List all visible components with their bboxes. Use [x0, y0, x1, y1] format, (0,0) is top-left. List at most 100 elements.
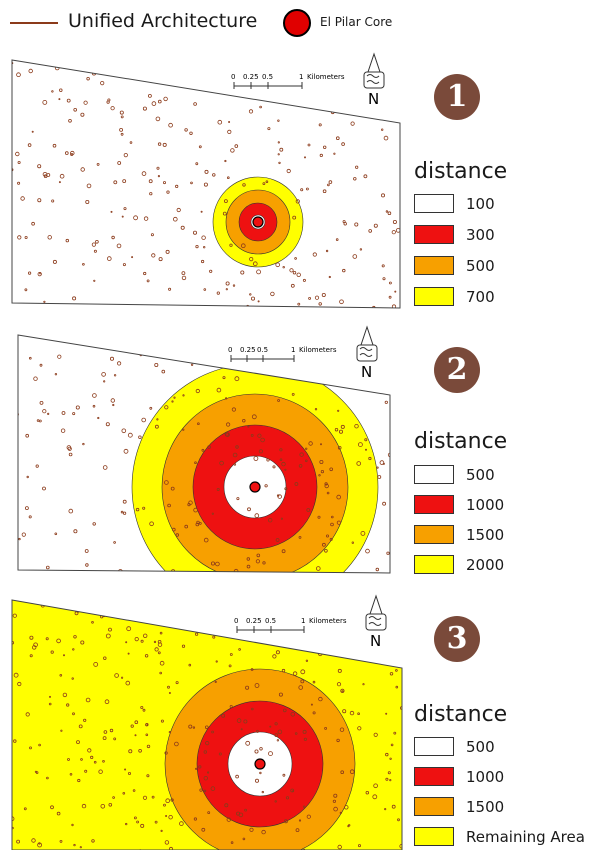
- architecture-feature: [117, 361, 122, 366]
- unified-architecture-label: Unified Architecture: [68, 10, 258, 32]
- architecture-feature: [219, 72, 224, 77]
- architecture-feature: [278, 581, 280, 583]
- architecture-feature: [327, 183, 330, 187]
- architecture-feature: [162, 181, 166, 185]
- architecture-feature: [147, 94, 152, 98]
- architecture-feature: [25, 433, 30, 438]
- architecture-feature: [238, 812, 244, 818]
- architecture-feature: [24, 235, 28, 239]
- architecture-feature: [59, 674, 63, 677]
- architecture-feature: [113, 737, 117, 741]
- architecture-feature: [12, 168, 14, 172]
- architecture-feature: [113, 541, 116, 544]
- architecture-feature: [16, 72, 21, 78]
- architecture-feature: [275, 538, 280, 542]
- architecture-feature: [283, 621, 287, 625]
- label-1000: 1000: [466, 768, 505, 786]
- architecture-feature: [119, 110, 124, 115]
- architecture-feature: [175, 681, 179, 685]
- architecture-feature: [155, 116, 161, 122]
- architecture-feature: [323, 145, 327, 149]
- architecture-feature: [222, 211, 227, 216]
- architecture-feature: [81, 803, 87, 809]
- architecture-feature: [381, 128, 384, 131]
- architecture-feature: [112, 796, 115, 799]
- architecture-feature: [391, 304, 397, 308]
- architecture-feature: [357, 442, 363, 447]
- architecture-feature: [240, 270, 245, 275]
- architecture-feature: [259, 771, 262, 775]
- architecture-feature: [229, 653, 233, 656]
- study-area-panel-1: [12, 60, 400, 308]
- architecture-feature: [80, 640, 85, 645]
- architecture-feature: [50, 650, 54, 654]
- architecture-feature: [376, 466, 379, 469]
- label-500: 500: [466, 738, 495, 756]
- architecture-feature: [372, 794, 378, 800]
- architecture-feature: [256, 553, 261, 558]
- architecture-feature: [276, 739, 280, 742]
- architecture-feature: [149, 406, 153, 410]
- swatch-500: [414, 737, 454, 756]
- architecture-feature: [125, 680, 131, 686]
- architecture-feature: [247, 507, 251, 512]
- architecture-feature: [149, 192, 153, 196]
- architecture-feature: [274, 733, 279, 738]
- architecture-feature: [73, 635, 77, 639]
- architecture-feature: [383, 135, 389, 141]
- architecture-feature: [169, 846, 173, 850]
- architecture-feature: [350, 60, 355, 61]
- architecture-feature: [28, 515, 32, 519]
- architecture-feature: [216, 291, 220, 295]
- architecture-feature: [398, 534, 400, 536]
- architecture-feature: [291, 611, 295, 615]
- architecture-feature: [154, 424, 159, 429]
- architecture-feature: [66, 445, 72, 450]
- swatch-100: [414, 194, 454, 213]
- architecture-feature: [93, 249, 97, 253]
- architecture-feature: [195, 162, 199, 166]
- architecture-feature: [368, 229, 373, 233]
- architecture-feature: [133, 816, 137, 820]
- architecture-feature: [292, 671, 298, 676]
- architecture-feature: [346, 656, 349, 659]
- architecture-feature: [110, 106, 115, 111]
- architecture-feature: [110, 210, 113, 213]
- architecture-feature: [42, 100, 48, 105]
- architecture-feature: [140, 639, 144, 643]
- architecture-feature: [15, 378, 16, 379]
- architecture-feature: [299, 630, 303, 633]
- distance-legend-title: distance: [414, 429, 508, 454]
- architecture-feature: [152, 345, 155, 348]
- architecture-feature: [215, 660, 218, 663]
- architecture-feature: [232, 284, 236, 287]
- architecture-feature: [305, 659, 309, 663]
- architecture-feature: [48, 702, 52, 706]
- architecture-feature: [158, 99, 162, 104]
- scale-unit: Kilometers: [309, 617, 347, 625]
- architecture-feature: [259, 363, 262, 366]
- architecture-feature: [357, 844, 361, 848]
- architecture-feature: [35, 771, 39, 774]
- map-panel-3-svg: 0 0.25 0.5 1 Kilometers N: [11, 594, 403, 850]
- architecture-feature: [163, 803, 166, 807]
- architecture-feature: [324, 482, 328, 486]
- architecture-feature: [398, 381, 401, 384]
- architecture-feature: [354, 222, 359, 227]
- architecture-feature: [340, 688, 345, 694]
- architecture-feature: [298, 819, 302, 822]
- architecture-feature: [217, 119, 223, 125]
- architecture-feature: [328, 275, 331, 279]
- architecture-feature: [242, 183, 246, 187]
- architecture-feature: [288, 642, 293, 647]
- study-area-outline: [11, 59, 401, 309]
- architecture-feature: [283, 819, 288, 824]
- architecture-feature: [142, 708, 146, 712]
- architecture-feature: [72, 648, 75, 651]
- architecture-feature: [337, 409, 340, 412]
- architecture-feature: [222, 376, 226, 380]
- architecture-feature: [52, 143, 57, 148]
- distance-legend-title: distance: [414, 159, 508, 184]
- architecture-feature: [329, 467, 334, 472]
- architecture-feature: [160, 719, 164, 723]
